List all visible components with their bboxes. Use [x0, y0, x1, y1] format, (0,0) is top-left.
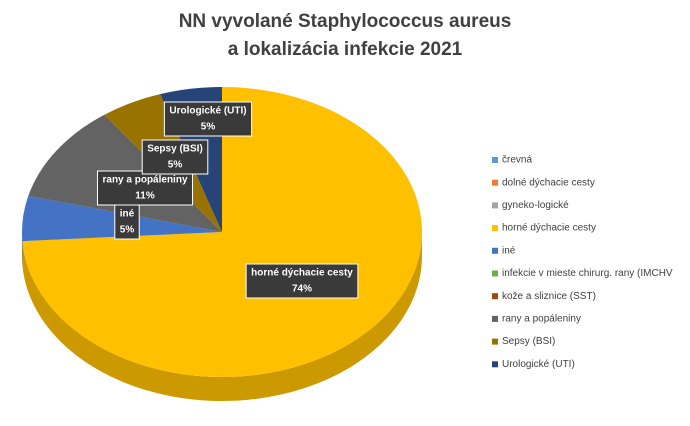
data-label-value: 74% [292, 284, 312, 295]
data-label-category: horné dýchacie cesty [251, 268, 353, 279]
legend-swatch [492, 293, 498, 300]
legend-label: iné [502, 245, 516, 256]
legend-label: rany a popáleniny [502, 314, 581, 325]
legend-swatch [492, 202, 498, 209]
legend-swatch [492, 361, 498, 368]
legend-swatch [492, 270, 498, 277]
legend-swatch [492, 179, 498, 186]
data-label-box [163, 101, 253, 137]
legend-swatch [492, 225, 498, 232]
data-label-box [141, 139, 209, 175]
data-label-category: iné [120, 209, 135, 220]
legend-label: infekcie v mieste chirurg. rany (IMCHV [502, 268, 673, 279]
legend-label: Sepsy (BSI) [502, 336, 555, 347]
data-label-box [114, 204, 140, 240]
legend-swatch [492, 338, 498, 345]
legend-swatch [492, 157, 498, 163]
data-label-category: Urologické (UTI) [169, 106, 246, 117]
legend-label: dolné dýchacie cesty [502, 177, 595, 188]
data-label-value: 5% [168, 160, 183, 171]
chart-title: a lokalizácia infekcie 2021 [228, 39, 463, 60]
data-label-value: 5% [201, 122, 216, 133]
legend-label: črevná [502, 155, 532, 166]
data-label-category: rany a popáleniny [102, 175, 187, 186]
slice [22, 87, 423, 378]
data-label-box [245, 263, 359, 299]
data-label-box [96, 170, 194, 206]
data-label-value: 5% [120, 225, 135, 236]
legend-swatch [492, 247, 498, 254]
slice-side [22, 232, 423, 401]
legend-label: gyneko-logické [502, 200, 569, 211]
legend-label: kože a sliznice (SST) [502, 291, 596, 302]
legend-swatch [492, 315, 498, 322]
data-label-category: Sepsy (BSI) [147, 144, 203, 155]
data-label-value: 11% [135, 191, 155, 202]
legend-label: Urologické (UTI) [502, 359, 575, 370]
legend-label: horné dýchacie cesty [502, 223, 596, 234]
chart-title: NN vyvolané Staphylococcus aureus [179, 11, 512, 32]
